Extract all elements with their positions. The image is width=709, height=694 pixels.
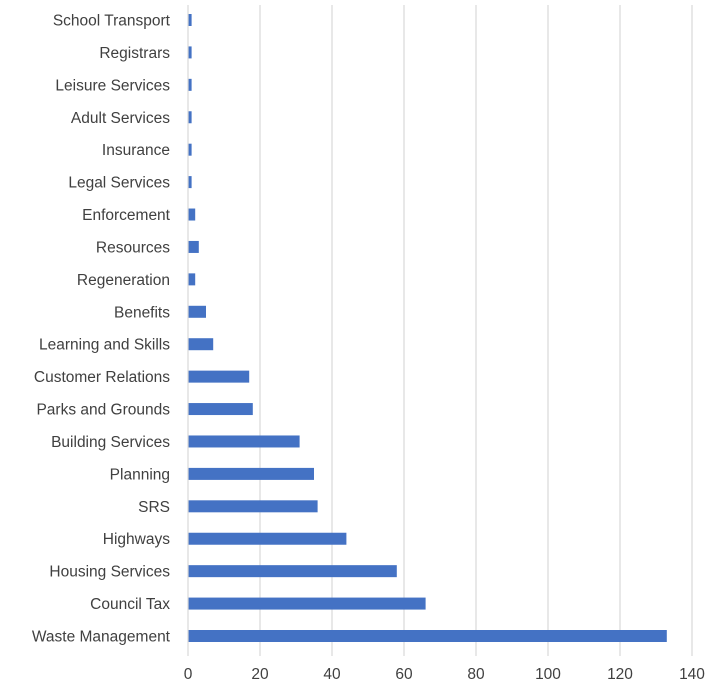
bar-insurance — [188, 143, 192, 156]
category-label-benefits: Benefits — [114, 304, 170, 321]
category-label-planning: Planning — [110, 466, 170, 483]
category-labels: School Transport Registrars Leisure Servic… — [32, 13, 171, 646]
x-tick-label-60: 60 — [395, 666, 413, 683]
bar-housing-services — [188, 565, 397, 578]
x-tick-label-0: 0 — [184, 666, 193, 683]
category-label-parks-and-grounds: Parks and Grounds — [36, 402, 170, 419]
bar-parks-and-grounds — [188, 403, 253, 416]
bar-highways — [188, 532, 347, 545]
bar-building-services — [188, 435, 300, 448]
x-tick-label-80: 80 — [467, 666, 485, 683]
category-label-regeneration: Regeneration — [77, 272, 170, 289]
bar-adult-services — [188, 111, 192, 124]
category-label-waste-management: Waste Management — [32, 629, 171, 646]
bar-registrars — [188, 46, 192, 59]
category-label-school-transport: School Transport — [53, 13, 171, 30]
x-tick-label-140: 140 — [679, 666, 705, 683]
bar-resources — [188, 240, 199, 253]
category-label-adult-services: Adult Services — [71, 110, 170, 127]
category-label-srs: SRS — [138, 499, 170, 516]
bar-waste-management — [188, 630, 667, 642]
gridlines — [259, 5, 693, 656]
x-tick-labels: 0 20 40 60 80 100 120 140 — [184, 666, 706, 683]
category-label-housing-services: Housing Services — [49, 564, 170, 581]
bars — [188, 14, 667, 642]
category-label-legal-services: Legal Services — [68, 175, 170, 192]
category-label-council-tax: Council Tax — [90, 596, 170, 613]
category-label-resources: Resources — [96, 239, 170, 256]
x-tick-label-40: 40 — [323, 666, 341, 683]
category-label-highways: Highways — [103, 531, 170, 548]
bar-leisure-services — [188, 78, 192, 91]
x-tick-label-20: 20 — [251, 666, 269, 683]
bar-school-transport — [188, 14, 192, 26]
x-tick-label-100: 100 — [535, 666, 561, 683]
bar-benefits — [188, 305, 206, 318]
category-label-leisure-services: Leisure Services — [55, 77, 170, 94]
bar-srs — [188, 500, 318, 513]
category-label-building-services: Building Services — [51, 434, 170, 451]
category-label-insurance: Insurance — [102, 142, 170, 159]
bar-learning-and-skills — [188, 338, 214, 351]
bar-council-tax — [188, 597, 426, 610]
category-label-enforcement: Enforcement — [82, 207, 171, 224]
category-label-customer-relations: Customer Relations — [34, 369, 170, 386]
bar-customer-relations — [188, 370, 250, 383]
bar-planning — [188, 467, 314, 480]
category-label-registrars: Registrars — [99, 45, 170, 62]
bar-legal-services — [188, 176, 192, 189]
bar-enforcement — [188, 208, 196, 221]
category-label-learning-and-skills: Learning and Skills — [39, 337, 170, 354]
x-tick-label-120: 120 — [607, 666, 633, 683]
bar-regeneration — [188, 273, 196, 286]
